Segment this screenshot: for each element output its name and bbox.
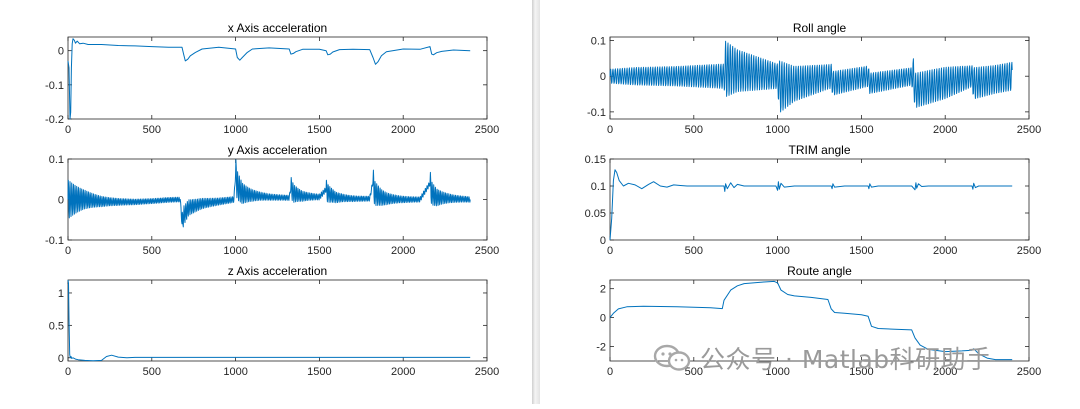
x-tick-label: 0 [607,124,613,136]
x-tick-label: 500 [685,124,703,136]
x-tick-label: 1500 [849,245,873,257]
x-tick-label: 2000 [391,366,415,378]
series-line-z-accel [67,279,471,362]
y-tick-label: 0 [58,353,64,365]
series-line-y-accel [67,159,471,228]
left-figure-window: x Axis acceleration 0 500 1000 1500 2000 2500-… [0,0,532,404]
window-divider [532,0,540,404]
x-tick-label: 2000 [391,245,415,257]
x-tick-label: 1500 [307,245,331,257]
wechat-icon [653,344,691,371]
chart-title: x Axis acceleration [228,21,327,35]
series-line-x-accel [67,38,471,120]
x-tick-label: 2500 [475,245,499,257]
x-tick-label: 2500 [475,366,499,378]
x-tick-label: 1000 [765,124,789,136]
y-tick-label: -0.1 [45,235,64,247]
x-tick-label: 0 [607,366,613,378]
y-tick-label: -0.2 [45,114,64,126]
y-tick-label: 0 [58,46,64,58]
x-tick-label: 1500 [849,366,873,378]
y-tick-label: 2 [600,284,606,296]
series-line-trim [609,169,1013,241]
plot-area [609,279,1030,362]
plot-area [609,158,1030,241]
x-tick-label: 1000 [765,366,789,378]
chart-trim: TRIM angle 0 500 1000 1500 2000 2500 0 0.05 0.1 0.… [585,143,1042,257]
series-line-route [609,280,1013,361]
x-tick-label: 2500 [1017,245,1041,257]
y-tick-label: 0.5 [49,320,64,332]
y-tick-label: 0 [600,71,606,83]
y-tick-label: -2 [596,342,606,354]
x-tick-label: 1500 [849,124,873,136]
x-tick-label: 2500 [1017,366,1041,378]
x-tick-label: 500 [143,245,161,257]
watermark-text: 公众号 · Matlab科研助手 [700,345,992,374]
x-tick-label: 1500 [307,366,331,378]
y-tick-label: 0.1 [591,181,606,193]
chart-y-accel: y Axis acceleration 0 500 1000 1500 2000 2500 -… [45,143,499,257]
x-tick-label: 2000 [933,245,957,257]
chart-title: TRIM angle [788,143,850,157]
y-tick-label: 0.1 [49,154,64,166]
chart-z-accel: z Axis acceleration 0 500 1000 1500 2000 2500 0… [49,264,500,378]
y-tick-label: 0.15 [585,154,606,166]
chart-title: Roll angle [793,21,847,35]
x-tick-label: 500 [143,366,161,378]
plot-area [67,36,488,120]
plot-area [67,279,488,362]
series-line-roll [609,40,1013,113]
chart-x-accel: x Axis acceleration 0 500 1000 1500 2000 2500 -… [45,21,499,136]
x-tick-label: 2500 [475,124,499,136]
y-tick-label: 0 [600,235,606,247]
x-tick-label: 500 [143,124,161,136]
y-tick-label: -0.1 [587,107,606,119]
y-tick-label: 0.05 [585,208,606,220]
plot-area [609,36,1030,120]
x-tick-label: 2000 [933,366,957,378]
right-figure-window: Roll angle 0 500 1000 1500 2000 2500 -0.1 0 0.1 TR… [540,0,1080,404]
chart-title: z Axis acceleration [228,264,327,278]
chart-title: Route angle [787,264,852,278]
y-tick-label: 0.1 [591,36,606,48]
watermark: 公众号 · Matlab科研助手 [652,341,992,375]
x-tick-label: 500 [685,366,703,378]
x-tick-label: 1000 [223,245,247,257]
y-tick-label: -0.1 [45,80,64,92]
y-tick-label: 0 [58,195,64,207]
x-tick-label: 0 [65,124,71,136]
x-tick-label: 1000 [765,245,789,257]
y-tick-label: 1 [58,288,64,300]
y-tick-label: 0 [600,313,606,325]
x-tick-label: 1000 [223,124,247,136]
x-tick-label: 2000 [933,124,957,136]
x-tick-label: 2500 [1017,124,1041,136]
x-tick-label: 500 [685,245,703,257]
x-tick-label: 1000 [223,366,247,378]
x-tick-label: 2000 [391,124,415,136]
x-tick-label: 0 [65,366,71,378]
x-tick-label: 0 [65,245,71,257]
chart-title: y Axis acceleration [228,143,327,157]
x-tick-label: 0 [607,245,613,257]
x-tick-label: 1500 [307,124,331,136]
